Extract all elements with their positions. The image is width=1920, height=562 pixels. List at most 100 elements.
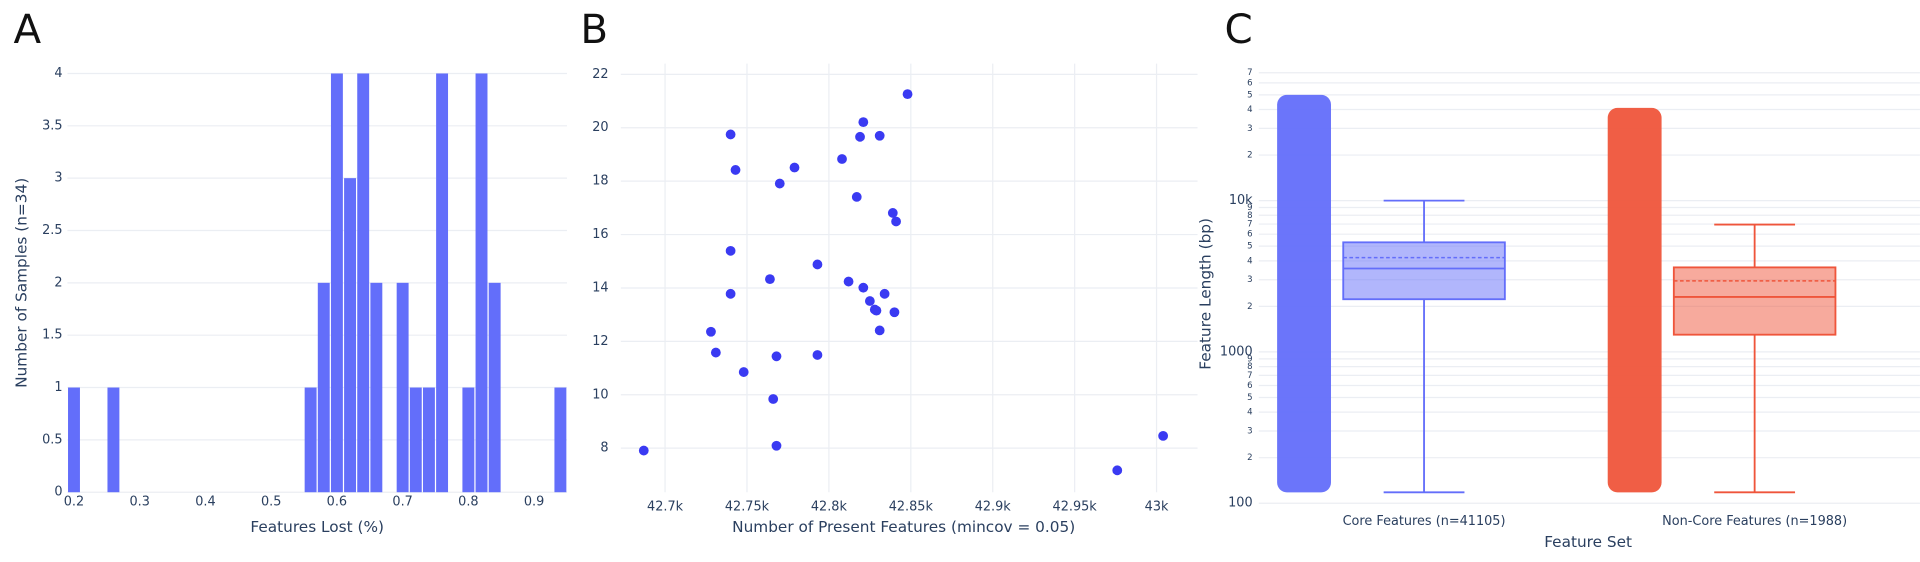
y-tick-label: 1 (54, 380, 62, 395)
y-tick-label: 0.5 (42, 432, 62, 447)
y-tick-label: 7 (1247, 68, 1252, 78)
x-tick-label: 42.7k (647, 499, 684, 514)
point (725, 288, 736, 299)
point (765, 274, 775, 285)
x-tick-label: 42.8k (811, 499, 848, 514)
bar (396, 282, 409, 493)
point (710, 347, 721, 358)
x-tick-label: 0.2 (64, 495, 84, 510)
point (858, 117, 869, 128)
point (843, 276, 854, 287)
bar (554, 387, 567, 493)
y-tick-label: 3 (1247, 124, 1252, 134)
point (768, 394, 779, 404)
bar (68, 387, 80, 493)
y-tick-label: 100 (1228, 496, 1253, 511)
point (858, 282, 869, 293)
bar (304, 387, 317, 493)
y-tick-label: 2 (54, 275, 62, 290)
bar (462, 387, 475, 493)
y-tick-label: 7 (1247, 220, 1252, 230)
y-tick-label: 12 (592, 334, 608, 349)
bar (317, 282, 330, 493)
x-tick-label: 0.9 (524, 495, 544, 510)
y-tick-label: 4 (1247, 408, 1252, 418)
point (774, 178, 785, 189)
point (891, 216, 901, 227)
point (837, 154, 847, 164)
point (1158, 430, 1169, 441)
y-tick-label: 9 (1247, 203, 1252, 213)
y-tick-label: 16 (592, 227, 608, 242)
x-axis-title: Feature Set (1544, 533, 1632, 551)
y-tick-label: 6 (1247, 78, 1252, 88)
y-tick-label: 9 (1247, 354, 1252, 364)
y-tick-label: 2.5 (42, 223, 62, 238)
y-axis-title: Number of Samples (n=34) (13, 178, 31, 388)
y-tick-label: 0 (54, 485, 62, 500)
y-tick-label: 3 (1247, 275, 1252, 285)
y-tick-label: 6 (1247, 230, 1252, 240)
y-tick-label: 6 (1247, 381, 1252, 391)
y-axis-title: Feature Length (bp) (1197, 218, 1215, 370)
y-tick-label: 7 (1247, 371, 1252, 381)
point (874, 325, 885, 336)
point (725, 245, 736, 256)
y-tick-label: 1000 (1220, 344, 1253, 359)
bar (409, 387, 422, 493)
x-tick-label: Core Features (n=41105) (1343, 514, 1506, 529)
x-tick-label: 42.75k (725, 499, 770, 514)
point (855, 131, 865, 142)
y-tick-label: 10 (592, 387, 608, 402)
point-strip (1607, 107, 1662, 493)
x-axis-title: Number of Present Features (mincov = 0.0… (732, 518, 1075, 536)
point (812, 259, 823, 270)
bar (422, 387, 435, 493)
x-tick-label: 0.4 (195, 495, 215, 510)
y-tick-label: 20 (592, 120, 608, 135)
point (789, 162, 800, 173)
bar (475, 73, 488, 493)
point (902, 89, 913, 100)
bar (344, 178, 357, 493)
x-tick-label: 0.6 (327, 495, 347, 510)
y-tick-label: 22 (592, 67, 608, 82)
y-tick-label: 10k (1229, 193, 1253, 208)
y-tick-label: 2 (1247, 453, 1252, 463)
point (871, 305, 882, 316)
point (1112, 465, 1123, 476)
point (812, 350, 823, 360)
y-tick-label: 2 (1247, 302, 1252, 312)
x-tick-label: Non-Core Features (n=1988) (1662, 514, 1847, 529)
bar (107, 387, 120, 493)
x-tick-label: 0.3 (129, 495, 149, 510)
point (851, 192, 862, 202)
bar (370, 282, 383, 493)
point (730, 165, 741, 175)
x-tick-label: 0.7 (392, 495, 412, 510)
point (771, 440, 782, 451)
point (771, 351, 782, 362)
point (864, 296, 875, 306)
y-tick-label: 8 (1247, 211, 1252, 221)
x-tick-label: 43k (1145, 499, 1169, 514)
point (738, 367, 749, 377)
point (879, 288, 890, 299)
point (889, 307, 900, 318)
point (887, 208, 898, 218)
x-tick-label: 42.9k (975, 499, 1012, 514)
y-tick-label: 4 (54, 66, 62, 81)
y-tick-label: 3 (54, 171, 62, 186)
x-tick-label: 0.5 (261, 495, 281, 510)
y-tick-label: 18 (592, 174, 608, 189)
bar (436, 73, 449, 493)
y-tick-label: 8 (1247, 362, 1252, 372)
bar (330, 73, 343, 493)
x-axis-title: Features Lost (%) (250, 518, 384, 536)
box (1342, 241, 1506, 301)
bar (488, 282, 501, 493)
y-tick-label: 3 (1247, 427, 1252, 437)
point (638, 445, 649, 456)
point (874, 130, 885, 141)
